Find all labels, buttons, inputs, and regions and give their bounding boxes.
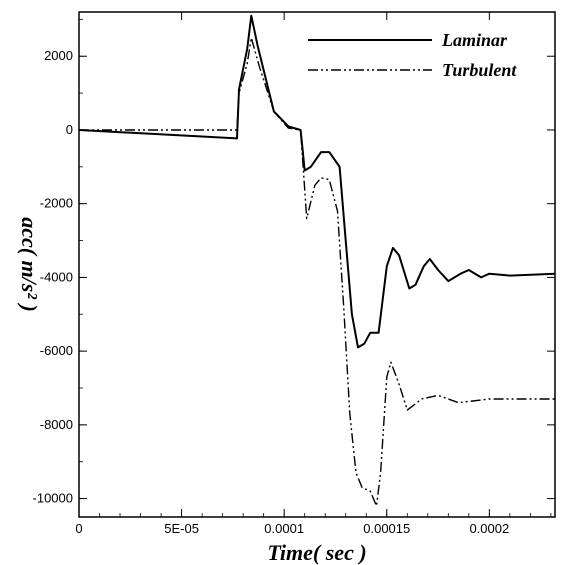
y-tick-label: 0 [66, 122, 73, 137]
y-ticks: -10000 -8000 -6000 -4000 -2000 0 2000 [33, 18, 555, 506]
legend: Laminar Turbulent [308, 30, 517, 80]
x-ticks: 0 5E-05 0.0001 0.00015 0.0002 [75, 12, 552, 536]
y-tick-label: -4000 [40, 269, 73, 284]
series-line-laminar [78, 14, 556, 349]
y-tick-label: -6000 [40, 343, 73, 358]
plot-frame [78, 11, 556, 518]
legend-label-turbulent: Turbulent [442, 60, 517, 80]
y-axis-title: acc( m/s² ) [17, 217, 42, 312]
legend-label-laminar: Laminar [441, 30, 508, 50]
x-tick-label: 0 [75, 521, 82, 536]
plot-border [78, 11, 556, 518]
y-tick-label: -2000 [40, 196, 73, 211]
x-tick-label: 0.0001 [264, 521, 304, 536]
series-layer [78, 14, 556, 507]
y-tick-label: -10000 [33, 491, 73, 506]
x-tick-label: 0.0002 [469, 521, 509, 536]
x-tick-label: 5E-05 [164, 521, 199, 536]
y-tick-label: -8000 [40, 417, 73, 432]
series-line-turbulent [79, 37, 555, 507]
y-tick-label: 2000 [44, 48, 73, 63]
x-axis-title: Time( sec ) [267, 540, 366, 565]
x-tick-label: 0.00015 [363, 521, 410, 536]
